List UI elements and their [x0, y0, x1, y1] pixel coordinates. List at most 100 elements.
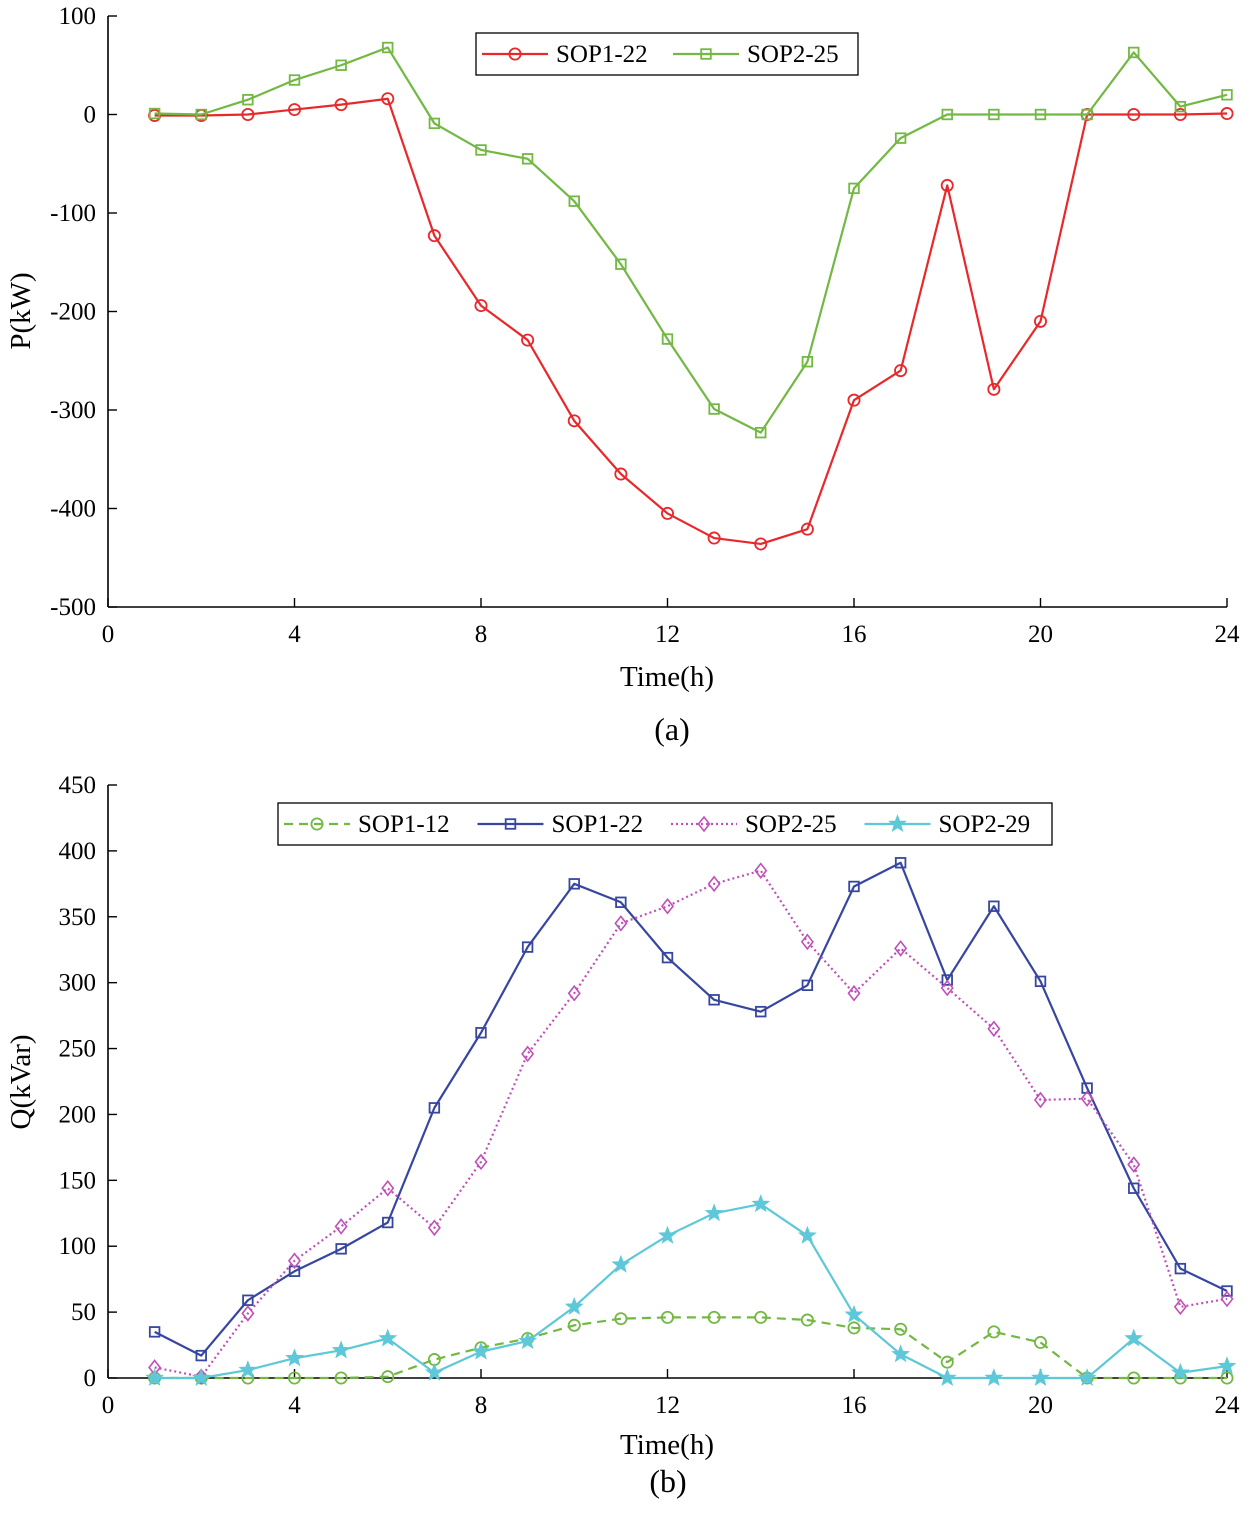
panel-label-b: (b) — [649, 1463, 686, 1499]
data-point — [381, 1370, 395, 1384]
data-point — [940, 979, 954, 997]
data-point — [615, 896, 627, 908]
data-point — [987, 382, 1001, 396]
data-point — [521, 941, 534, 953]
x-axis-label-a: Time(h) — [620, 661, 714, 693]
x-tick-label: 8 — [475, 621, 488, 648]
y-tick-label: -400 — [50, 496, 96, 523]
data-point — [474, 1153, 488, 1171]
data-point — [287, 103, 301, 117]
panel-label-a: (a) — [654, 711, 690, 747]
data-point — [941, 974, 953, 986]
x-axis-label-b: Time(h) — [620, 1429, 714, 1461]
y-tick-label: 450 — [59, 772, 97, 799]
x-tick-label: 4 — [288, 621, 301, 648]
y-tick-label: 150 — [59, 1167, 97, 1194]
data-point — [894, 132, 907, 144]
data-point — [661, 333, 674, 345]
data-point — [335, 59, 347, 71]
x-tick-label: 12 — [655, 621, 680, 648]
data-point — [1174, 1262, 1187, 1275]
data-point — [567, 1318, 581, 1332]
series-line — [154, 1202, 1228, 1380]
data-point — [567, 414, 581, 428]
x-tick-label: 16 — [842, 621, 867, 648]
data-point — [848, 182, 860, 195]
data-point — [894, 1322, 908, 1336]
data-point — [754, 537, 768, 551]
legend-marker — [888, 814, 907, 833]
data-point — [1033, 1091, 1048, 1109]
data-point — [287, 1252, 302, 1270]
y-axis-label-a: P(kW) — [5, 272, 37, 349]
data-point — [382, 41, 394, 54]
legend-marker — [504, 818, 517, 830]
data-point — [335, 1243, 347, 1255]
data-point — [801, 979, 814, 992]
data-point — [755, 1005, 767, 1018]
data-point — [1127, 108, 1141, 122]
series-line — [154, 869, 1228, 1378]
legend: SOP1-12 SOP1-22 SOP2-25 SOP2-29 — [277, 802, 1053, 846]
data-point — [754, 1310, 768, 1324]
series-SOP1-22 — [148, 92, 1234, 551]
data-point — [707, 531, 721, 545]
data-point — [847, 393, 861, 407]
y-tick-label: -100 — [50, 200, 96, 227]
data-point — [891, 1344, 911, 1363]
legend-label: SOP1-22 — [556, 41, 648, 68]
data-point — [475, 144, 487, 156]
data-point — [195, 1349, 207, 1362]
x-tick-label: 24 — [1215, 1392, 1241, 1419]
data-point — [1220, 1290, 1234, 1308]
y-tick-label: 100 — [59, 3, 97, 30]
data-point — [145, 1368, 165, 1387]
series-line — [154, 46, 1228, 434]
data-point — [1127, 1156, 1141, 1173]
data-point — [614, 915, 628, 932]
y-tick-label: 250 — [59, 1036, 97, 1063]
data-point — [518, 1331, 538, 1350]
data-point — [381, 1179, 395, 1197]
data-point — [191, 1368, 211, 1387]
data-point — [1081, 108, 1093, 121]
data-point — [1080, 1090, 1094, 1107]
y-tick-label: -200 — [50, 299, 96, 326]
data-point — [800, 933, 814, 951]
legend-label: SOP1-12 — [358, 811, 450, 838]
y-tick-label: 0 — [84, 102, 97, 129]
data-point — [564, 1296, 584, 1315]
series-line — [154, 1316, 1227, 1380]
data-point — [288, 74, 301, 86]
data-point — [1124, 1328, 1144, 1347]
data-point — [1221, 89, 1233, 101]
data-point — [521, 333, 535, 347]
data-point — [661, 1310, 675, 1324]
y-tick-label: 350 — [59, 904, 97, 931]
data-point — [800, 522, 814, 536]
x-tick-label: 20 — [1028, 1392, 1053, 1419]
data-point — [661, 951, 674, 964]
data-point — [754, 862, 768, 879]
series-SOP1-12 — [148, 1310, 1234, 1385]
x-tick-label: 24 — [1215, 621, 1241, 648]
data-point — [241, 108, 255, 122]
data-point — [1034, 108, 1047, 121]
data-point — [242, 1294, 254, 1306]
data-point — [1034, 975, 1047, 988]
legend-box — [475, 32, 859, 76]
data-point — [751, 1194, 771, 1213]
data-point — [844, 1304, 864, 1323]
legend-marker — [697, 815, 711, 833]
series-SOP2-29 — [145, 1194, 1237, 1387]
y-tick-label: -500 — [50, 594, 96, 621]
legend-marker — [310, 817, 324, 831]
data-point — [382, 1216, 394, 1229]
data-point — [801, 356, 814, 368]
data-point — [334, 98, 348, 112]
data-point — [1128, 46, 1140, 59]
y-tick-label: 300 — [59, 970, 97, 997]
data-point — [987, 1325, 1001, 1339]
data-point — [704, 1203, 724, 1222]
